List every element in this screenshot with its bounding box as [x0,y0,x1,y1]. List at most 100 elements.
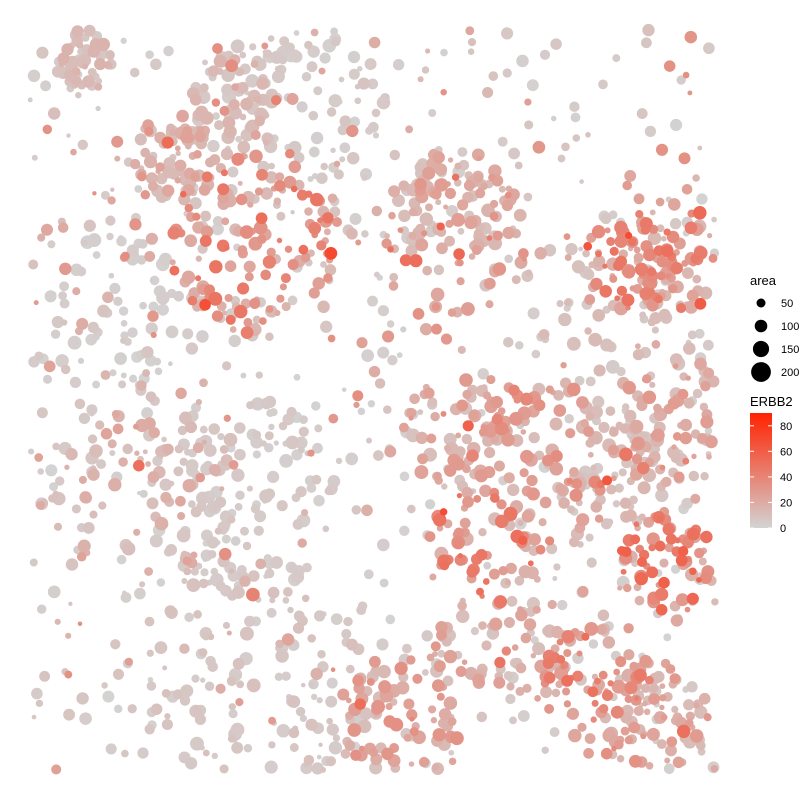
data-point [646,299,659,312]
data-point [557,599,568,611]
data-point [153,357,162,366]
data-point [267,586,280,599]
data-point [598,704,609,714]
data-point [587,686,599,698]
data-point [285,435,300,450]
data-point [642,700,648,707]
data-point [182,556,192,566]
data-point [169,265,180,276]
data-point [633,668,647,682]
data-point [293,152,305,164]
data-point [491,413,503,425]
data-point [643,708,651,716]
data-point [456,492,463,499]
data-point [100,190,110,200]
data-point [619,497,632,509]
data-point [174,159,187,172]
data-point [94,83,103,91]
data-point [694,357,707,371]
data-point [55,476,65,486]
data-point [517,519,524,527]
data-point [28,259,39,270]
data-point [76,41,84,49]
data-point [711,598,719,606]
data-point [239,626,254,641]
data-point [440,410,447,417]
data-point [425,48,431,54]
data-point [65,558,79,571]
data-point [183,567,192,576]
data-point [590,277,603,291]
data-point [359,707,373,721]
data-point [103,61,113,70]
data-point [262,255,277,269]
data-point [227,166,239,178]
data-point [693,702,700,709]
data-point [624,409,637,423]
data-point [593,364,606,377]
data-point [553,404,567,417]
data-point [49,482,59,492]
data-point [592,255,606,268]
data-point [317,300,330,314]
data-point [600,338,614,352]
data-point [377,346,390,359]
data-point [642,23,655,37]
data-point [229,326,237,333]
data-point [179,643,190,654]
data-point [168,361,173,367]
data-point [544,536,555,546]
data-point [692,174,700,182]
data-point [455,666,467,677]
data-point [217,432,225,441]
data-point [492,262,507,276]
data-point [224,293,233,303]
data-point [493,595,508,609]
data-point [558,497,570,509]
data-point [339,115,352,127]
data-point [256,77,269,90]
data-point [210,567,219,576]
data-point [414,178,427,191]
data-point [453,527,465,538]
data-point [299,415,308,424]
data-point [109,282,121,294]
data-point [694,328,705,339]
data-point [318,67,326,75]
data-point [227,515,236,524]
data-point [606,484,617,495]
data-point [440,48,448,57]
data-point [565,428,576,439]
data-point [164,713,171,720]
data-point [503,506,518,521]
data-point [316,240,327,251]
data-point [614,483,624,493]
data-point [167,226,181,240]
data-point [96,459,107,470]
data-point [620,568,627,575]
data-point [656,739,667,750]
data-point [307,449,315,457]
data-point [184,448,191,456]
data-point [409,716,415,722]
data-point [312,277,325,290]
data-point [387,246,394,253]
data-point [237,282,250,295]
data-point [567,505,576,514]
data-point [371,108,381,118]
data-point [616,755,625,763]
data-point [246,401,255,410]
data-point [274,309,281,317]
color-legend-label: 20 [780,497,792,509]
data-point [649,683,659,693]
data-point [585,533,594,542]
data-point [175,495,186,507]
data-point [376,538,390,552]
data-point [587,451,594,458]
data-point [76,551,87,562]
data-point [173,466,184,477]
data-point [87,233,102,248]
data-point [432,151,445,164]
data-point [685,711,695,721]
data-point [301,509,309,517]
